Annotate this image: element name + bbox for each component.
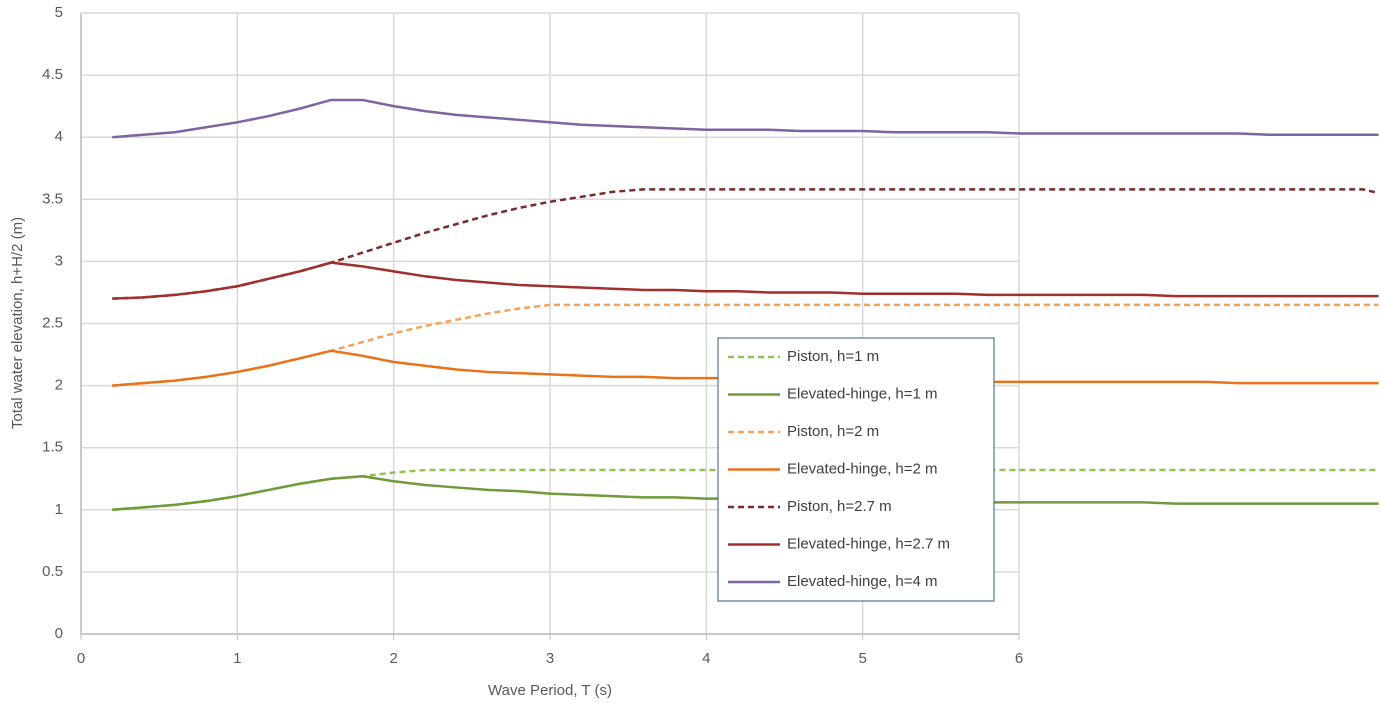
legend-label: Piston, h=1 m xyxy=(787,348,879,365)
legend-label: Elevated-hinge, h=1 m xyxy=(787,385,938,402)
legend-label: Piston, h=2.7 m xyxy=(787,498,892,515)
x-tick-label: 3 xyxy=(546,650,554,667)
y-tick-label: 1 xyxy=(55,501,63,518)
legend-label: Elevated-hinge, h=2 m xyxy=(787,460,938,477)
x-tick-label: 4 xyxy=(702,650,710,667)
y-tick-label: 2 xyxy=(55,377,63,394)
y-tick-label: 4 xyxy=(55,128,63,145)
x-tick-label: 2 xyxy=(389,650,397,667)
x-axis-title: Wave Period, T (s) xyxy=(488,682,612,699)
legend-label: Piston, h=2 m xyxy=(787,423,879,440)
y-axis-title: Total water elevation, h+H/2 (m) xyxy=(9,217,26,429)
x-tick-label: 5 xyxy=(858,650,866,667)
y-tick-label: 1.5 xyxy=(42,439,63,456)
series-line xyxy=(112,188,1379,300)
y-tick-label: 0.5 xyxy=(42,563,63,580)
y-tick-label: 5 xyxy=(55,4,63,21)
legend-label: Elevated-hinge, h=2.7 m xyxy=(787,535,950,552)
x-tick-label: 1 xyxy=(233,650,241,667)
x-tick-label: 6 xyxy=(1015,650,1023,667)
series-line xyxy=(112,98,1379,139)
y-tick-label: 3 xyxy=(55,252,63,269)
y-tick-label: 3.5 xyxy=(42,190,63,207)
y-tick-label: 4.5 xyxy=(42,66,63,83)
legend: Piston, h=1 m Elevated-hinge, h=1 m Piston… xyxy=(717,337,995,602)
y-tick-label: 0 xyxy=(55,625,63,642)
legend-label: Elevated-hinge, h=4 m xyxy=(787,573,938,590)
y-tick-label: 2.5 xyxy=(42,314,63,331)
series-line xyxy=(112,261,1379,300)
x-tick-label: 0 xyxy=(77,650,85,667)
